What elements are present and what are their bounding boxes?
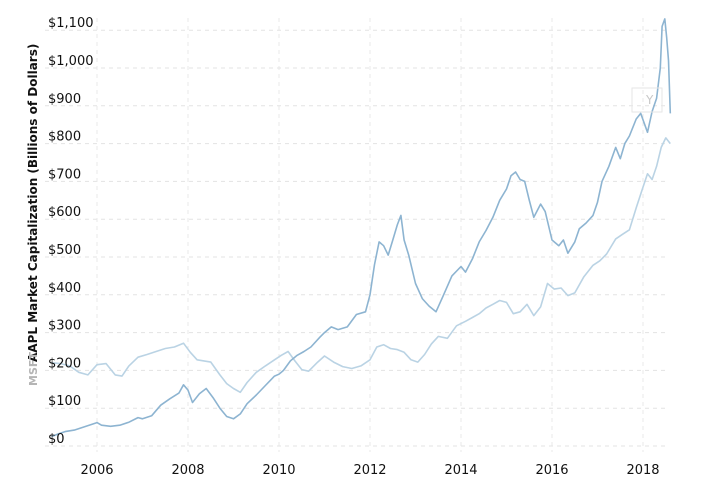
- y-tick-label: $1,100: [48, 16, 94, 31]
- y-axis-title: AAPL Market Capitalization (Billions of …: [26, 44, 40, 362]
- x-tick-label: 2010: [262, 463, 295, 478]
- hover-ghost-rect: [631, 87, 663, 113]
- x-tick-label: 2014: [444, 463, 477, 478]
- x-axis: 2006 2008 2010 2012 2014 2016 2018: [80, 463, 659, 478]
- series-layer: [51, 18, 672, 438]
- y-axis: $0 $100 $200 $300 $400 $500 $600 $700 $800 $900 $1…: [48, 16, 94, 447]
- y-axis-title-group: AAPL Market Capitalization (Billions of …: [26, 44, 40, 386]
- y-tick-label: $800: [48, 130, 81, 145]
- hover-ghost-label: Y: [645, 93, 654, 107]
- grid-layer: [45, 18, 665, 452]
- x-tick-label: 2006: [80, 463, 113, 478]
- y-tick-label: $500: [48, 243, 81, 258]
- x-tick-label: 2018: [626, 463, 659, 478]
- y-tick-label: $900: [48, 92, 81, 107]
- y-tick-label: $200: [48, 356, 81, 371]
- hover-ghost-box: Y: [631, 87, 663, 113]
- y-tick-label: $300: [48, 319, 81, 334]
- y-tick-label: $0: [48, 432, 65, 447]
- y-tick-label: $700: [48, 167, 81, 182]
- y-axis-secondary-label: MSFT: [27, 352, 40, 386]
- x-tick-label: 2016: [535, 463, 568, 478]
- y-tick-label: $100: [48, 394, 81, 409]
- x-tick-label: 2008: [171, 463, 204, 478]
- y-tick-label: $600: [48, 205, 81, 220]
- x-tick-label: 2012: [353, 463, 386, 478]
- y-tick-label: $400: [48, 281, 81, 296]
- series-line-aapl: [51, 18, 672, 438]
- series-line-msft: [51, 137, 671, 394]
- y-tick-label: $1,000: [48, 54, 94, 69]
